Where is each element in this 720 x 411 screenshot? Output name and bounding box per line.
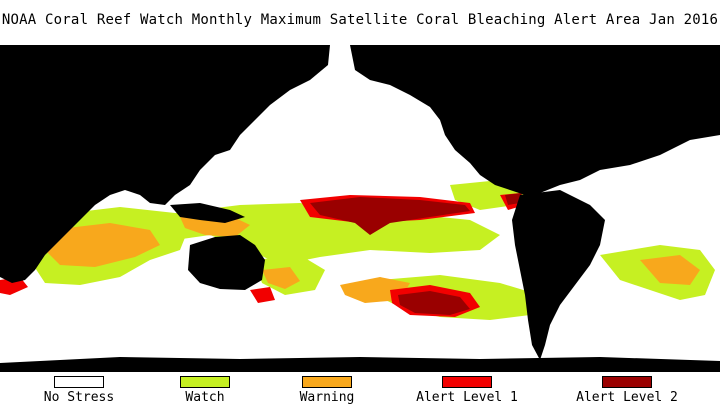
legend-label-warning: Warning <box>299 390 355 405</box>
land-masses <box>0 45 720 372</box>
legend-swatch-alert-level-1 <box>442 376 492 388</box>
legend-swatch-alert-level-2 <box>602 376 652 388</box>
warning-indian-ocean <box>45 223 160 267</box>
alert2-equatorial-pacific <box>310 197 470 235</box>
legend-alert-level-1: Alert Level 1 <box>412 376 522 410</box>
legend-label-alert-level-2: Alert Level 2 <box>576 390 678 405</box>
land-greenland <box>560 45 620 75</box>
warning-atlantic <box>640 255 700 285</box>
alert1-tasmania-sea <box>250 287 275 303</box>
legend-watch: Watch <box>150 376 260 410</box>
land-eurasia-africa <box>0 45 330 283</box>
alert1-south-africa <box>0 277 28 295</box>
legend-label-watch: Watch <box>185 390 225 405</box>
land-north-america <box>350 45 720 195</box>
land-australia <box>188 235 265 290</box>
warning-areas <box>45 213 700 303</box>
alert2-south-pacific <box>398 291 470 315</box>
legend-swatch-no-stress <box>54 376 104 388</box>
bleaching-alert-map <box>0 45 720 372</box>
land-antarctica <box>0 357 720 372</box>
legend-label-no-stress: No Stress <box>43 390 115 405</box>
alert2-galapagos <box>505 193 522 205</box>
land-maritime-asia <box>170 203 245 223</box>
legend-alert-level-2: Alert Level 2 <box>572 376 682 410</box>
legend-label-alert-level-1: Alert Level 1 <box>416 390 518 405</box>
legend-warning: Warning <box>272 376 382 410</box>
legend-no-stress: No Stress <box>24 376 134 410</box>
legend-swatch-watch <box>180 376 230 388</box>
legend-swatch-warning <box>302 376 352 388</box>
map-title: NOAA Coral Reef Watch Monthly Maximum Sa… <box>1 12 719 28</box>
land-south-america <box>512 190 605 360</box>
warning-queensland <box>262 267 300 289</box>
